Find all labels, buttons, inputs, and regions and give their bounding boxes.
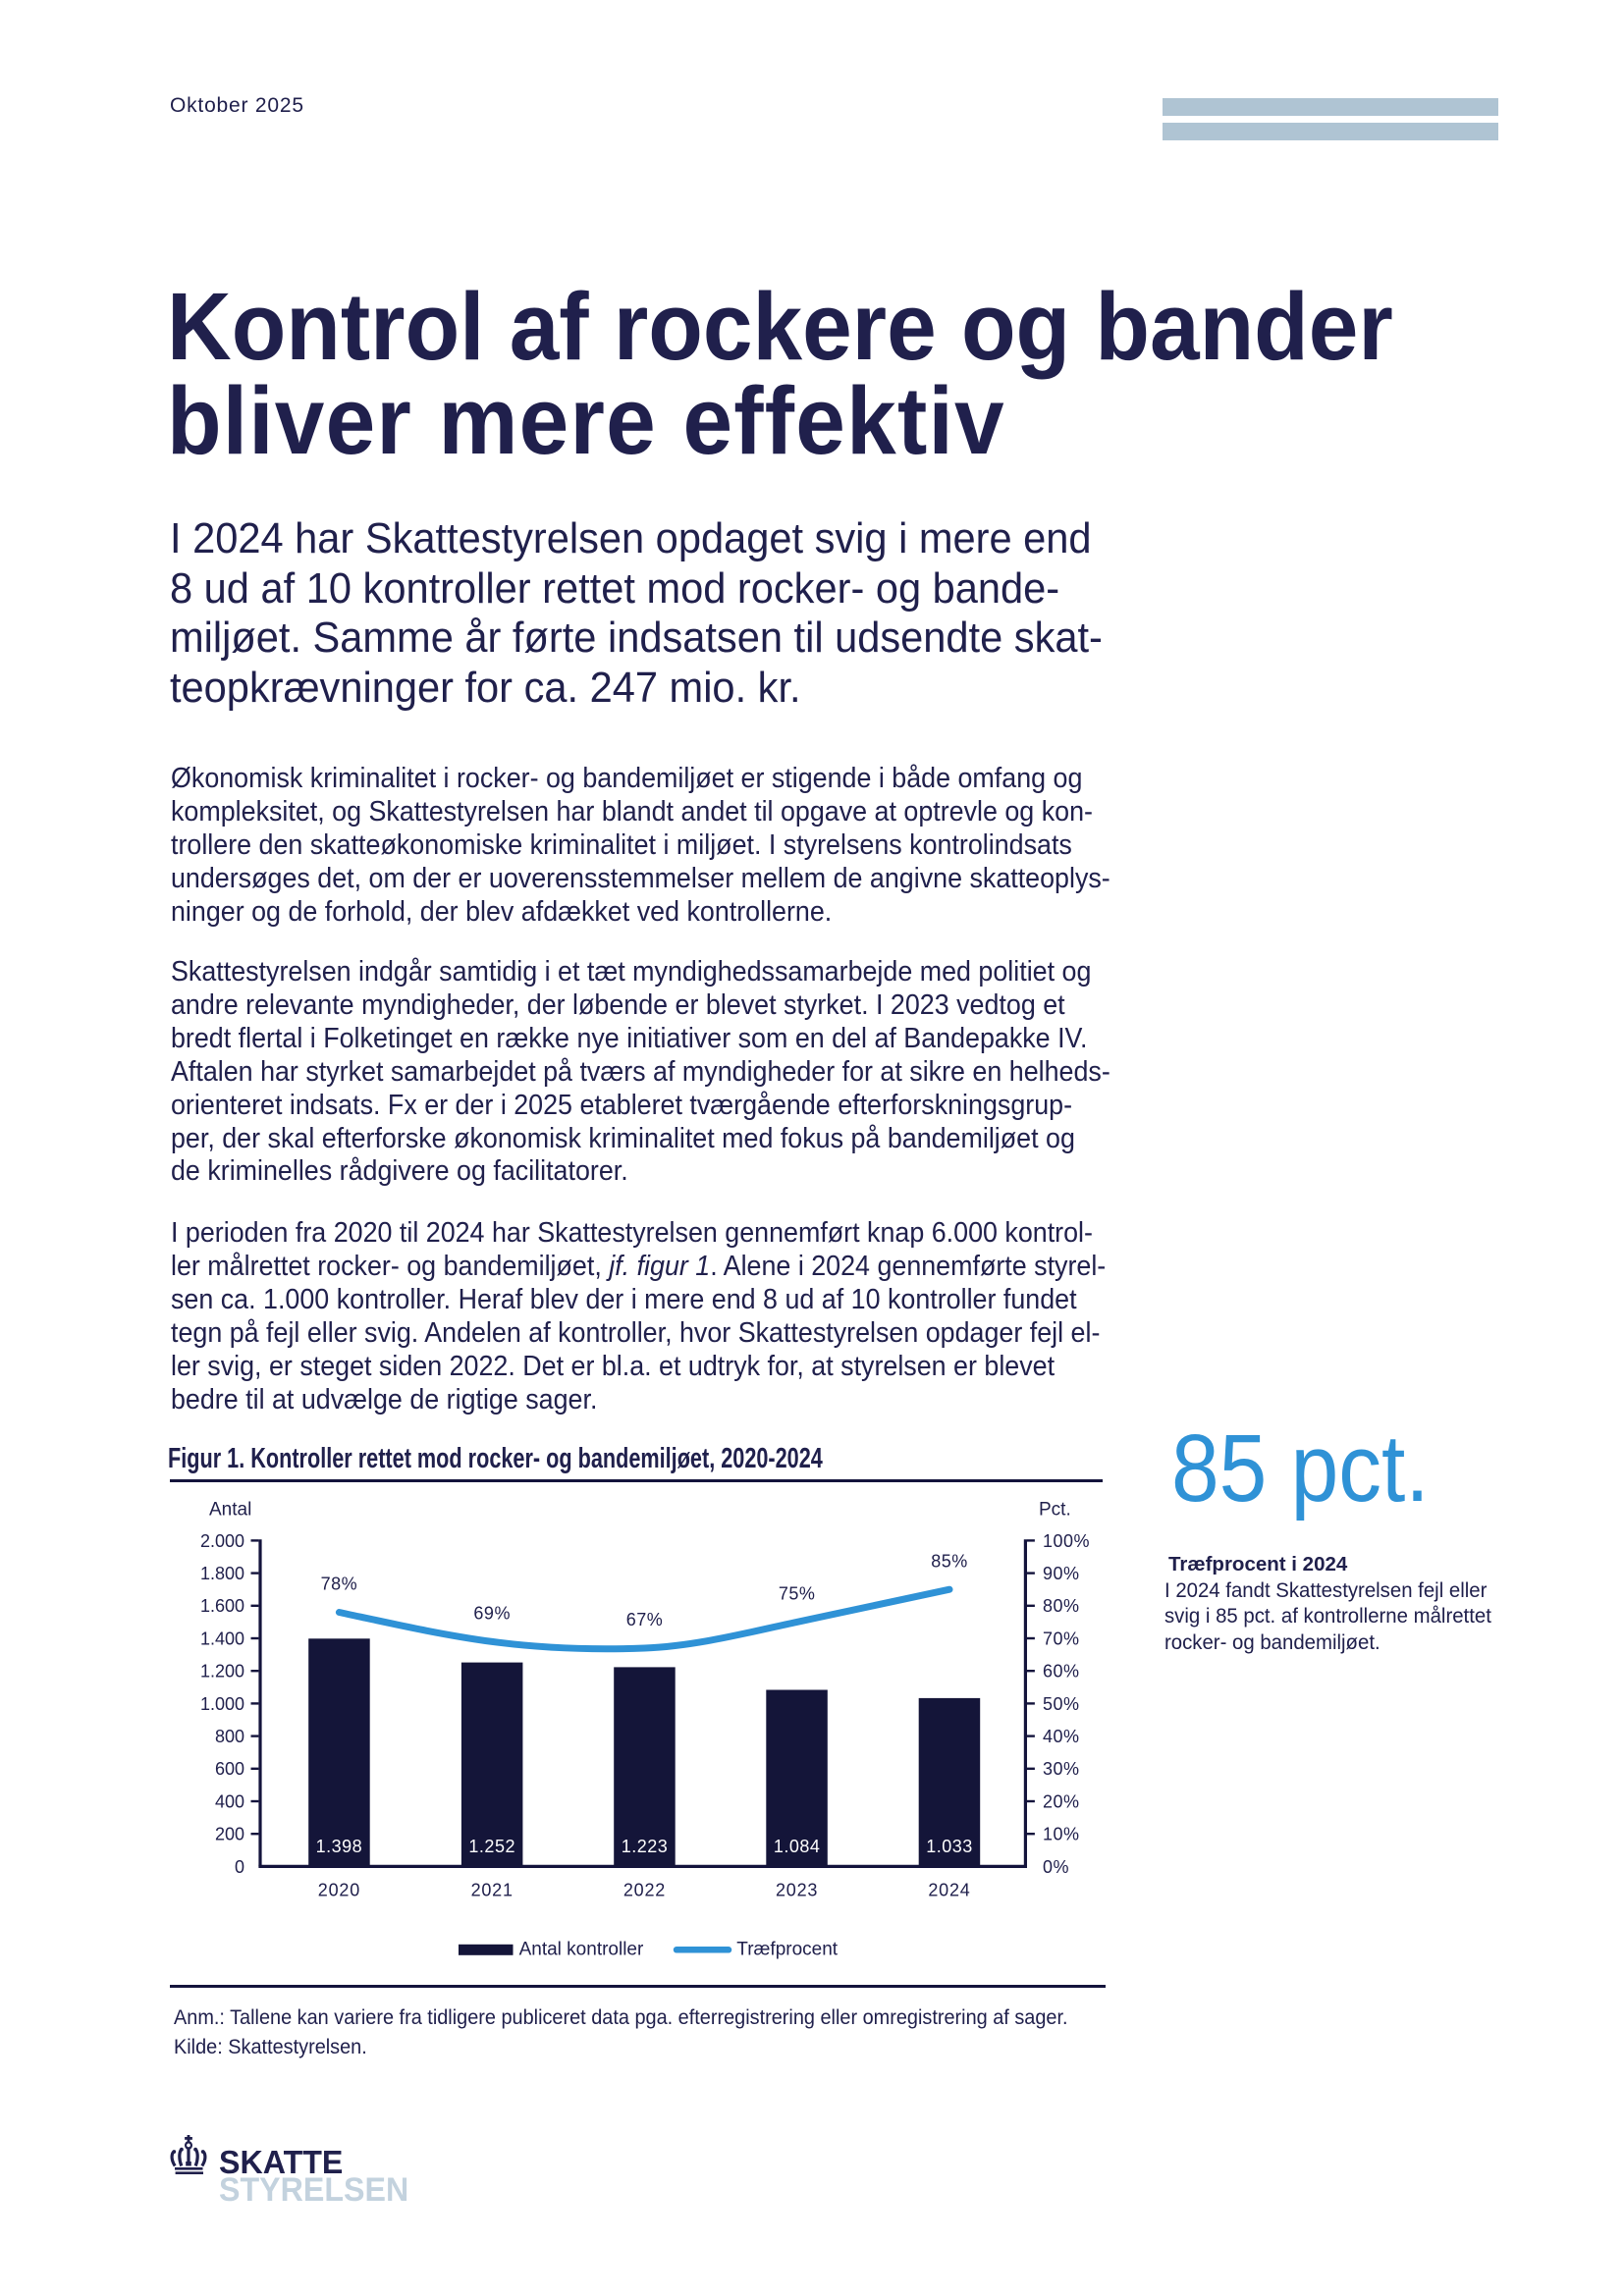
svg-text:Antal: Antal [209,1499,251,1520]
svg-text:400: 400 [215,1791,244,1811]
svg-text:70%: 70% [1043,1629,1080,1648]
svg-text:50%: 50% [1043,1694,1080,1714]
svg-text:60%: 60% [1043,1662,1080,1682]
svg-text:1.084: 1.084 [774,1837,821,1856]
svg-text:Træfprocent: Træfprocent [736,1940,838,1960]
svg-text:800: 800 [215,1727,244,1746]
svg-text:0%: 0% [1043,1857,1069,1877]
svg-text:2.000: 2.000 [200,1531,244,1551]
svg-text:1.033: 1.033 [926,1837,973,1856]
svg-text:600: 600 [215,1759,244,1779]
svg-text:2023: 2023 [776,1881,818,1900]
svg-text:2020: 2020 [318,1881,360,1900]
svg-text:100%: 100% [1043,1531,1090,1551]
svg-text:Antal kontroller: Antal kontroller [519,1940,644,1960]
svg-text:20%: 20% [1043,1791,1080,1811]
svg-text:Pct.: Pct. [1039,1499,1071,1520]
svg-text:85%: 85% [931,1551,968,1571]
svg-text:0: 0 [235,1857,244,1877]
svg-text:67%: 67% [626,1610,664,1629]
svg-text:40%: 40% [1043,1727,1080,1746]
svg-text:1.223: 1.223 [622,1837,669,1856]
svg-text:30%: 30% [1043,1759,1080,1779]
svg-text:2024: 2024 [928,1881,970,1900]
svg-text:2021: 2021 [471,1881,514,1900]
svg-text:10%: 10% [1043,1825,1080,1844]
svg-text:78%: 78% [321,1575,358,1594]
svg-text:1.252: 1.252 [468,1837,515,1856]
svg-text:1.600: 1.600 [200,1596,244,1616]
svg-text:200: 200 [215,1825,244,1844]
svg-text:1.400: 1.400 [200,1629,244,1648]
svg-text:2022: 2022 [623,1881,666,1900]
svg-text:69%: 69% [473,1604,511,1624]
svg-text:1.000: 1.000 [200,1694,244,1714]
svg-text:1.398: 1.398 [316,1837,363,1856]
svg-text:80%: 80% [1043,1596,1080,1616]
svg-text:75%: 75% [779,1584,816,1604]
svg-text:1.200: 1.200 [200,1662,244,1682]
svg-text:1.800: 1.800 [200,1564,244,1583]
svg-text:90%: 90% [1043,1564,1080,1583]
